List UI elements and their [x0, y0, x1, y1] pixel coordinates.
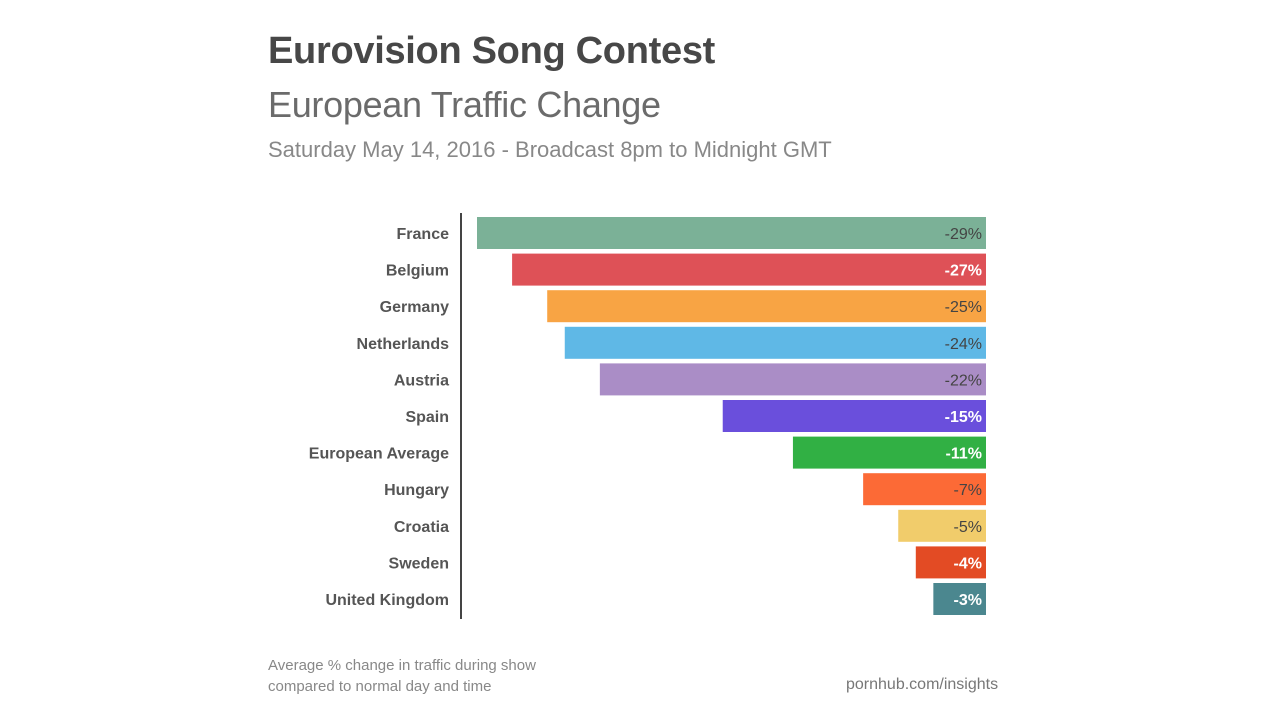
data-label: -27%	[945, 263, 982, 280]
category-label: Spain	[405, 409, 449, 426]
chart-dateline: Saturday May 14, 2016 - Broadcast 8pm to…	[268, 137, 832, 162]
category-label: Croatia	[394, 519, 449, 536]
data-label: -4%	[954, 555, 982, 572]
category-label: Sweden	[389, 555, 449, 572]
bar-netherlands	[564, 326, 986, 359]
category-label: Germany	[380, 299, 449, 316]
bar-austria	[599, 363, 986, 396]
data-label: -11%	[946, 446, 982, 463]
chart-title: Eurovision Song Contest	[268, 30, 716, 72]
bar-belgium	[512, 253, 986, 286]
data-label: -5%	[954, 519, 982, 536]
footnote-line-2: compared to normal day and time	[268, 678, 492, 695]
category-label: France	[397, 226, 450, 243]
data-label: -22%	[945, 372, 982, 389]
bar-united-kingdom	[933, 583, 986, 615]
data-label: -29%	[945, 226, 982, 243]
data-label: -3%	[954, 592, 982, 609]
category-label: European Average	[309, 446, 449, 463]
category-label: United Kingdom	[325, 592, 449, 609]
data-label: -25%	[945, 299, 982, 316]
category-label: Austria	[394, 372, 449, 389]
bar-spain	[722, 400, 986, 432]
bar-sweden	[915, 546, 986, 579]
bar-hungary	[863, 473, 986, 506]
data-label: -15%	[945, 409, 982, 426]
bar-france	[477, 217, 986, 249]
category-label: Netherlands	[357, 336, 450, 353]
bar-croatia	[898, 509, 986, 542]
chart-subtitle: European Traffic Change	[268, 84, 661, 125]
category-label: Hungary	[384, 482, 449, 499]
footnote-line-1: Average % change in traffic during show	[268, 657, 536, 674]
bar-germany	[547, 290, 986, 323]
data-label: -24%	[945, 336, 982, 353]
data-label: -7%	[954, 482, 982, 499]
bar-european-average	[792, 436, 986, 469]
source-credit: pornhub.com/insights	[846, 676, 999, 693]
footnote: Average % change in traffic during show …	[268, 655, 536, 697]
category-label: Belgium	[386, 263, 449, 280]
